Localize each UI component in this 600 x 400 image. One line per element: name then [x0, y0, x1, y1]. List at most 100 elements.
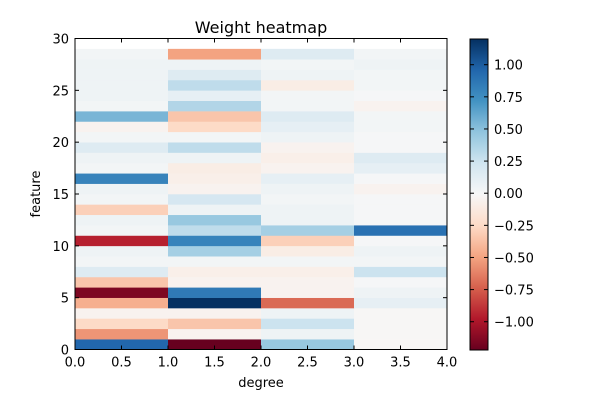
heatmap-cell: [261, 121, 355, 133]
heatmap-cell: [168, 79, 262, 91]
heatmap-cell: [354, 256, 448, 267]
heatmap-cell: [354, 183, 448, 195]
y-tick-label: 20: [52, 136, 69, 151]
heatmap-cell: [168, 245, 262, 257]
heatmap-cell: [354, 214, 448, 226]
heatmap-cell: [168, 59, 262, 70]
heatmap-cell: [354, 162, 448, 174]
heatmap-cell: [168, 256, 262, 267]
heatmap-cell: [75, 204, 169, 216]
heatmap-cell: [168, 183, 262, 195]
heatmap-cell: [75, 308, 169, 319]
y-tick-label: 15: [52, 188, 69, 203]
heatmap-cell: [261, 339, 355, 350]
heatmap-cell: [168, 287, 262, 298]
colorbar: [469, 38, 489, 351]
heatmap-cell: [168, 152, 262, 164]
heatmap-cell: [354, 121, 448, 133]
heatmap-cell: [75, 297, 169, 309]
heatmap-cell: [354, 142, 448, 153]
heatmap-cell: [261, 194, 355, 205]
heatmap-cell: [168, 111, 262, 122]
heatmap-cell: [261, 152, 355, 164]
colorbar-tick-label: 0.75: [494, 91, 523, 106]
chart-title: Weight heatmap: [195, 18, 327, 37]
heatmap-cell: [261, 235, 355, 247]
heatmap-cell: [168, 100, 262, 112]
y-axis-label: feature: [29, 171, 44, 218]
heatmap-cell: [75, 256, 169, 267]
heatmap-cell: [354, 152, 448, 164]
heatmap-cell: [75, 287, 169, 298]
heatmap-cell: [75, 142, 169, 153]
heatmap-cell: [261, 79, 355, 91]
heatmap-cell: [261, 328, 355, 340]
x-tick-label: 0.5: [111, 356, 132, 371]
heatmap-cell: [75, 48, 169, 60]
heatmap-cell: [354, 48, 448, 60]
heatmap-cell: [75, 131, 169, 143]
heatmap-cell: [168, 297, 262, 309]
heatmap-cell: [75, 266, 169, 278]
heatmap-cell: [75, 59, 169, 70]
heatmap-cell: [261, 183, 355, 195]
y-tick-label: 30: [52, 33, 69, 48]
heatmap-cell: [168, 266, 262, 278]
colorbar-tick-label: −1.00: [494, 316, 534, 331]
heatmap-cell: [261, 266, 355, 278]
heatmap-cell: [75, 245, 169, 257]
heatmap-cell: [168, 121, 262, 133]
heatmap-cell: [168, 48, 262, 60]
y-tick-label: 5: [61, 292, 69, 307]
heatmap-cell: [168, 225, 262, 236]
heatmap-cell: [354, 328, 448, 340]
heatmap-cell: [354, 339, 448, 350]
heatmap-cell: [168, 339, 262, 350]
heatmap-cell: [168, 276, 262, 288]
heatmap-cell: [261, 142, 355, 153]
heatmap-cell: [168, 173, 262, 184]
x-tick-label: 2.0: [251, 356, 272, 371]
heatmap-cell: [354, 69, 448, 81]
heatmap-cell: [261, 297, 355, 309]
heatmap-cell: [261, 308, 355, 319]
heatmap-cell: [168, 162, 262, 174]
heatmap-cell: [168, 131, 262, 143]
heatmap-cell: [354, 204, 448, 216]
heatmap-cell: [354, 90, 448, 101]
heatmap-cell: [261, 100, 355, 112]
heatmap-cell: [261, 48, 355, 60]
heatmap-cell: [168, 318, 262, 330]
heatmap-cell: [354, 297, 448, 309]
colorbar-tick-label: −0.25: [494, 219, 534, 234]
heatmap-cell: [168, 235, 262, 247]
heatmap-cell: [75, 276, 169, 288]
heatmap-cell: [75, 162, 169, 174]
heatmap-cell: [75, 214, 169, 226]
heatmap-cell: [261, 131, 355, 143]
heatmap-cell: [354, 131, 448, 143]
heatmap-cell: [354, 225, 448, 236]
x-tick-label: 1.5: [204, 356, 225, 371]
heatmap-cell: [75, 121, 169, 133]
heatmap-cell: [75, 100, 169, 112]
x-axis-ticks: 0.0 0.5 1.0 1.5 2.0 2.5 3.0 3.5 4.0: [65, 38, 458, 371]
heatmap-cell: [354, 308, 448, 319]
heatmap-cell: [168, 142, 262, 153]
heatmap-cell: [354, 266, 448, 278]
heatmap-cell: [261, 256, 355, 267]
x-tick-label: 4.0: [437, 356, 458, 371]
heatmap-cell: [168, 69, 262, 81]
heatmap-cell: [75, 183, 169, 195]
heatmap-cell: [354, 173, 448, 184]
y-tick-label: 0: [61, 344, 69, 359]
heatmap-cell: [75, 173, 169, 184]
colorbar-tick-label: −0.50: [494, 251, 534, 266]
heatmap-cell: [354, 276, 448, 288]
colorbar-tick-label: 1.00: [494, 59, 523, 74]
heatmap-cell: [75, 328, 169, 340]
heatmap-cell: [354, 245, 448, 257]
heatmap-cell: [75, 235, 169, 247]
heatmap-cell: [261, 69, 355, 81]
